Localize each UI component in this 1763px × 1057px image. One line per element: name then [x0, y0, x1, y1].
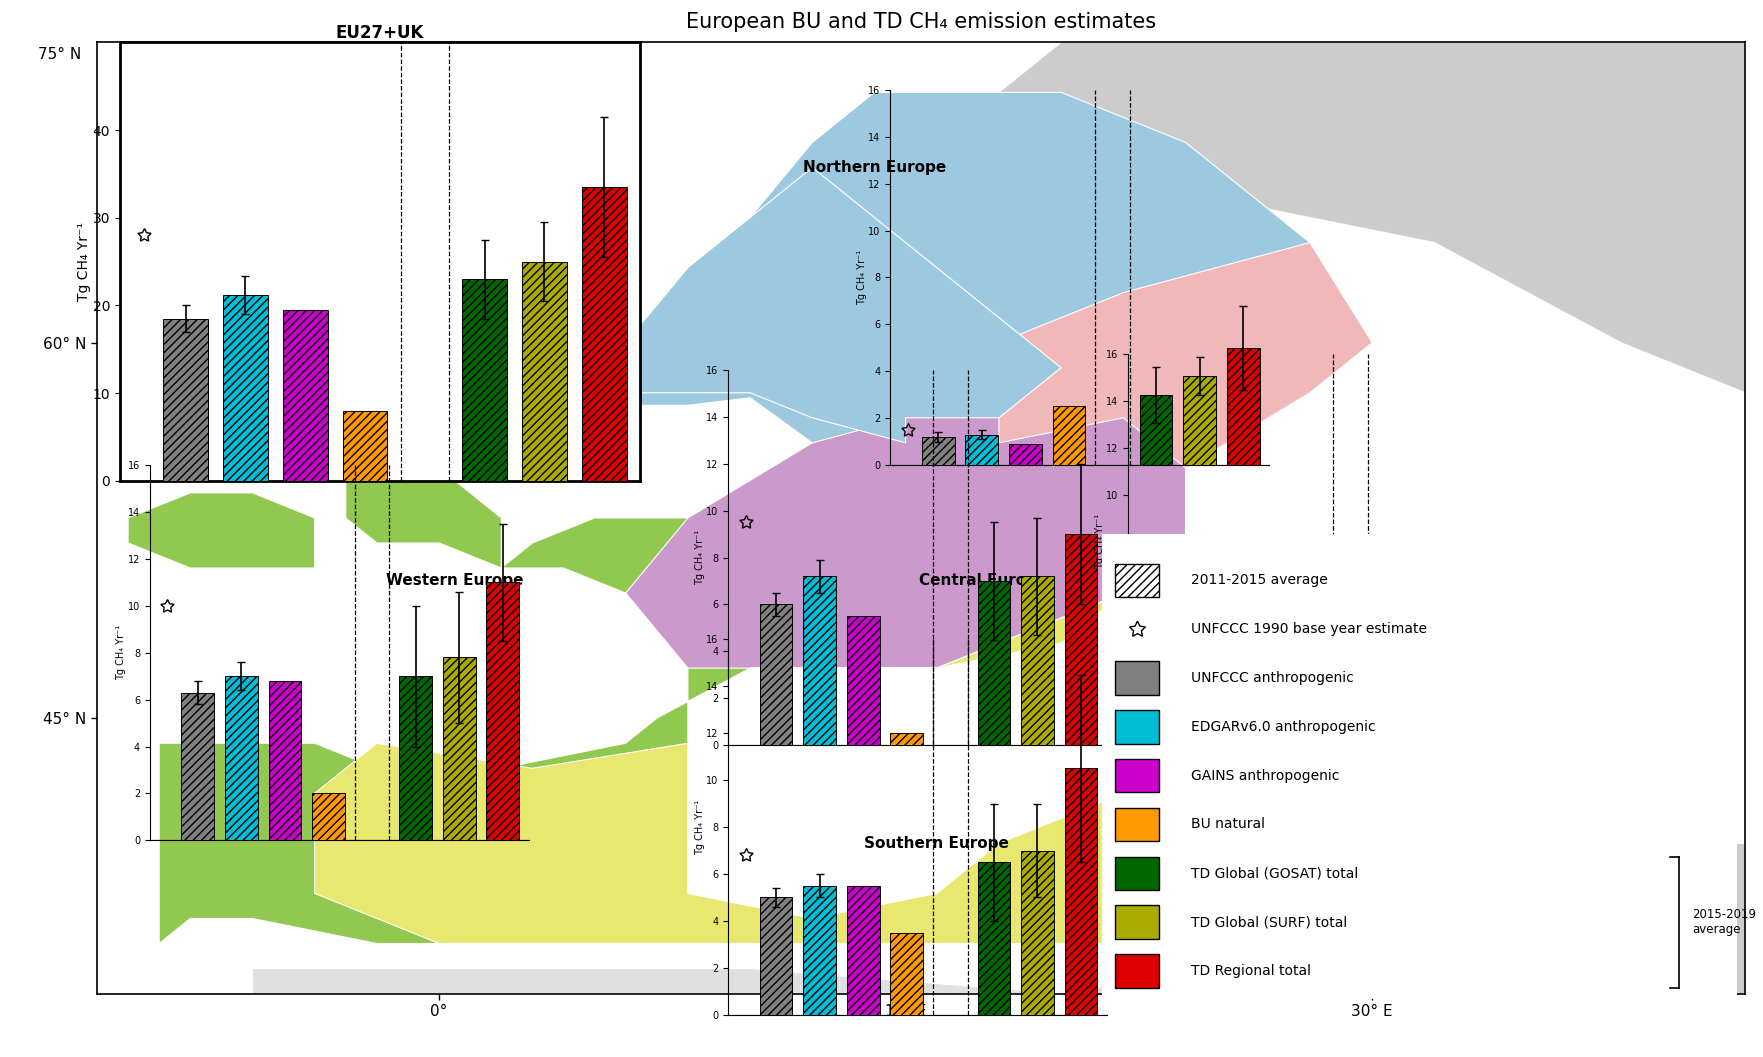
Polygon shape — [1248, 843, 1745, 994]
Text: Northern Europe: Northern Europe — [802, 160, 947, 175]
Bar — [760, 605, 792, 745]
Bar — [1021, 851, 1054, 1015]
Bar — [1065, 768, 1097, 1015]
Bar — [1465, 616, 1497, 729]
Bar — [182, 692, 213, 840]
Y-axis label: Tg CH₄ Yr⁻¹: Tg CH₄ Yr⁻¹ — [695, 530, 705, 586]
Bar — [398, 676, 432, 840]
Text: 2011-2015 average: 2011-2015 average — [1190, 573, 1328, 588]
Bar — [522, 262, 566, 481]
Title: EU27+UK: EU27+UK — [335, 24, 425, 42]
Text: TD Regional total: TD Regional total — [1190, 964, 1310, 978]
Bar — [1291, 671, 1324, 729]
Bar — [760, 897, 792, 1015]
Text: UNFCCC anthropogenic: UNFCCC anthropogenic — [1190, 671, 1354, 685]
Bar — [443, 657, 476, 840]
Bar — [342, 411, 388, 481]
Text: TD Global (GOSAT) total: TD Global (GOSAT) total — [1190, 867, 1358, 880]
Polygon shape — [252, 944, 1745, 994]
Bar — [977, 863, 1010, 1015]
Bar — [487, 582, 518, 840]
Polygon shape — [1000, 242, 1620, 693]
Bar — [1421, 635, 1454, 729]
Text: EDGARv6.0 anthropogenic: EDGARv6.0 anthropogenic — [1190, 720, 1375, 734]
Bar — [804, 576, 836, 745]
Bar — [1204, 659, 1236, 729]
Bar — [1183, 376, 1216, 465]
Polygon shape — [129, 493, 314, 568]
Text: Eastern Europe: Eastern Europe — [1416, 548, 1546, 563]
Text: 2015-2019
average: 2015-2019 average — [1692, 908, 1756, 937]
Text: Southern Europe: Southern Europe — [864, 836, 1008, 851]
Bar — [268, 681, 301, 840]
Bar — [1227, 348, 1259, 465]
Text: 75° N: 75° N — [39, 48, 81, 62]
Polygon shape — [284, 368, 501, 593]
Y-axis label: Tg CH₄ Yr⁻¹: Tg CH₄ Yr⁻¹ — [695, 799, 705, 855]
Bar — [222, 295, 268, 481]
Bar — [1114, 954, 1158, 987]
Y-axis label: Tg CH₄ Yr⁻¹: Tg CH₄ Yr⁻¹ — [78, 222, 92, 301]
Bar — [164, 318, 208, 481]
Bar — [582, 187, 626, 481]
Polygon shape — [578, 167, 1061, 443]
Polygon shape — [314, 543, 1310, 944]
Bar — [890, 932, 924, 1015]
Title: European BU and TD CH₄ emission estimates: European BU and TD CH₄ emission estimate… — [686, 13, 1157, 33]
Bar — [1114, 856, 1158, 890]
Bar — [1160, 654, 1192, 729]
Text: TD Global (SURF) total: TD Global (SURF) total — [1190, 915, 1347, 929]
Bar — [846, 616, 880, 745]
Bar — [312, 794, 346, 840]
Text: Western Europe: Western Europe — [386, 573, 524, 588]
Text: BU natural: BU natural — [1190, 817, 1264, 832]
Bar — [804, 886, 836, 1015]
Bar — [1114, 563, 1158, 597]
Bar — [462, 279, 508, 481]
Polygon shape — [1000, 42, 1745, 393]
Bar — [922, 437, 954, 465]
Y-axis label: Tg CH₄ Yr⁻¹: Tg CH₄ Yr⁻¹ — [1095, 514, 1105, 570]
Bar — [1246, 635, 1280, 729]
Y-axis label: Tg CH₄ Yr⁻¹: Tg CH₄ Yr⁻¹ — [116, 625, 127, 681]
Y-axis label: Tg CH₄ Yr⁻¹: Tg CH₄ Yr⁻¹ — [857, 249, 867, 305]
Bar — [1139, 394, 1172, 465]
Bar — [846, 886, 880, 1015]
Text: UNFCCC 1990 base year estimate: UNFCCC 1990 base year estimate — [1190, 623, 1426, 636]
Bar — [977, 581, 1010, 745]
Bar — [1114, 759, 1158, 793]
Bar — [890, 734, 924, 745]
Bar — [282, 310, 328, 481]
Polygon shape — [159, 518, 749, 944]
Bar — [1114, 662, 1158, 694]
Bar — [1008, 444, 1042, 465]
Text: GAINS anthropogenic: GAINS anthropogenic — [1190, 768, 1340, 782]
Bar — [1114, 710, 1158, 743]
Bar — [1021, 576, 1054, 745]
Bar — [226, 676, 257, 840]
Polygon shape — [626, 393, 1185, 668]
Bar — [1065, 534, 1097, 745]
Bar — [1377, 641, 1410, 729]
Bar — [1114, 808, 1158, 841]
Bar — [1114, 906, 1158, 939]
Bar — [966, 434, 998, 465]
Bar — [1053, 407, 1086, 465]
Text: Central Europe: Central Europe — [919, 573, 1047, 588]
Polygon shape — [578, 92, 1372, 480]
